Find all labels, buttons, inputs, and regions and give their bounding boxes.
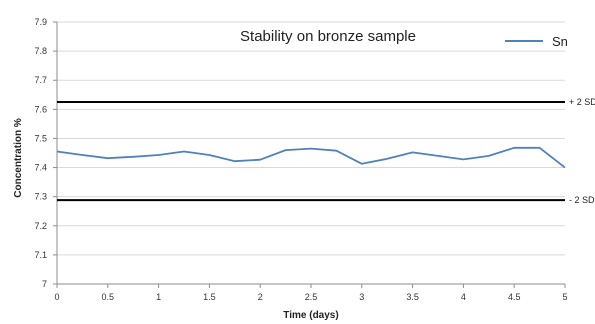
legend: Sn [505,34,568,49]
y-tick-label: 7.3 [34,192,47,202]
y-tick-label: 7.2 [34,221,47,231]
legend-label-sn: Sn [552,34,568,49]
x-tick-label: 4.5 [508,292,521,302]
y-tick-label: 7.6 [34,104,47,114]
x-tick-label: 3.5 [406,292,419,302]
series-line-sn [56,146,566,169]
y-tick-label: 7.9 [34,17,47,27]
y-tick-label: 7.5 [34,133,47,143]
y-tick-label: 7 [42,279,47,289]
x-axis-label: Time (days) [283,310,338,321]
x-tick-label: 2 [258,292,263,302]
gridlines [57,21,565,256]
x-tick-label: 0 [54,292,59,302]
reference-line-label: + 2 SD [569,97,595,107]
series-lines [56,146,566,169]
x-tick-label: 1.5 [203,292,216,302]
y-tick-label: 7.4 [34,163,47,173]
y-axis-label: Concentration % [13,118,24,198]
tick-labels: 7 7.1 7.2 7.3 7.4 7.5 7.6 7.7 7.8 7.9 0 0.5 1 1.5 2 2.5… [34,17,567,302]
x-tick-label: 3 [359,292,364,302]
x-tick-label: 5 [562,292,567,302]
chart-title: Stability on bronze sample [240,28,416,45]
x-tick-label: 0.5 [102,292,115,302]
y-tick-label: 7.7 [34,75,47,85]
y-tick-label: 7.1 [34,250,47,260]
x-tick-label: 2.5 [305,292,318,302]
axes [53,21,566,288]
y-tick-label: 7.8 [34,46,47,56]
reference-lines: + 2 SD - 2 SD [57,97,595,205]
x-tick-label: 1 [156,292,161,302]
x-tick-label: 4 [461,292,466,302]
reference-line-label: - 2 SD [569,195,595,205]
